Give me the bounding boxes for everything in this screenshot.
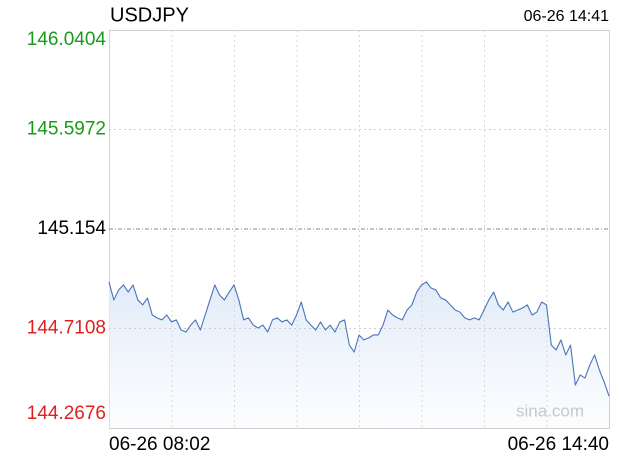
price-line	[108, 281, 610, 397]
vertical-grid	[171, 30, 548, 428]
chart-title: USDJPY	[110, 4, 189, 26]
watermark: sina.com	[516, 401, 584, 420]
x-tick-label: 06-26 08:02	[109, 434, 210, 455]
timestamp: 06-26 14:41	[524, 8, 610, 25]
y-tick-label: 145.5972	[27, 119, 106, 140]
y-tick-label: 146.0404	[27, 29, 107, 50]
y-tick-label: 144.7108	[27, 318, 106, 339]
x-tick-label: 06-26 14:40	[508, 434, 609, 455]
y-tick-label: 145.154	[37, 218, 106, 239]
y-tick-label: 144.2676	[27, 403, 106, 424]
